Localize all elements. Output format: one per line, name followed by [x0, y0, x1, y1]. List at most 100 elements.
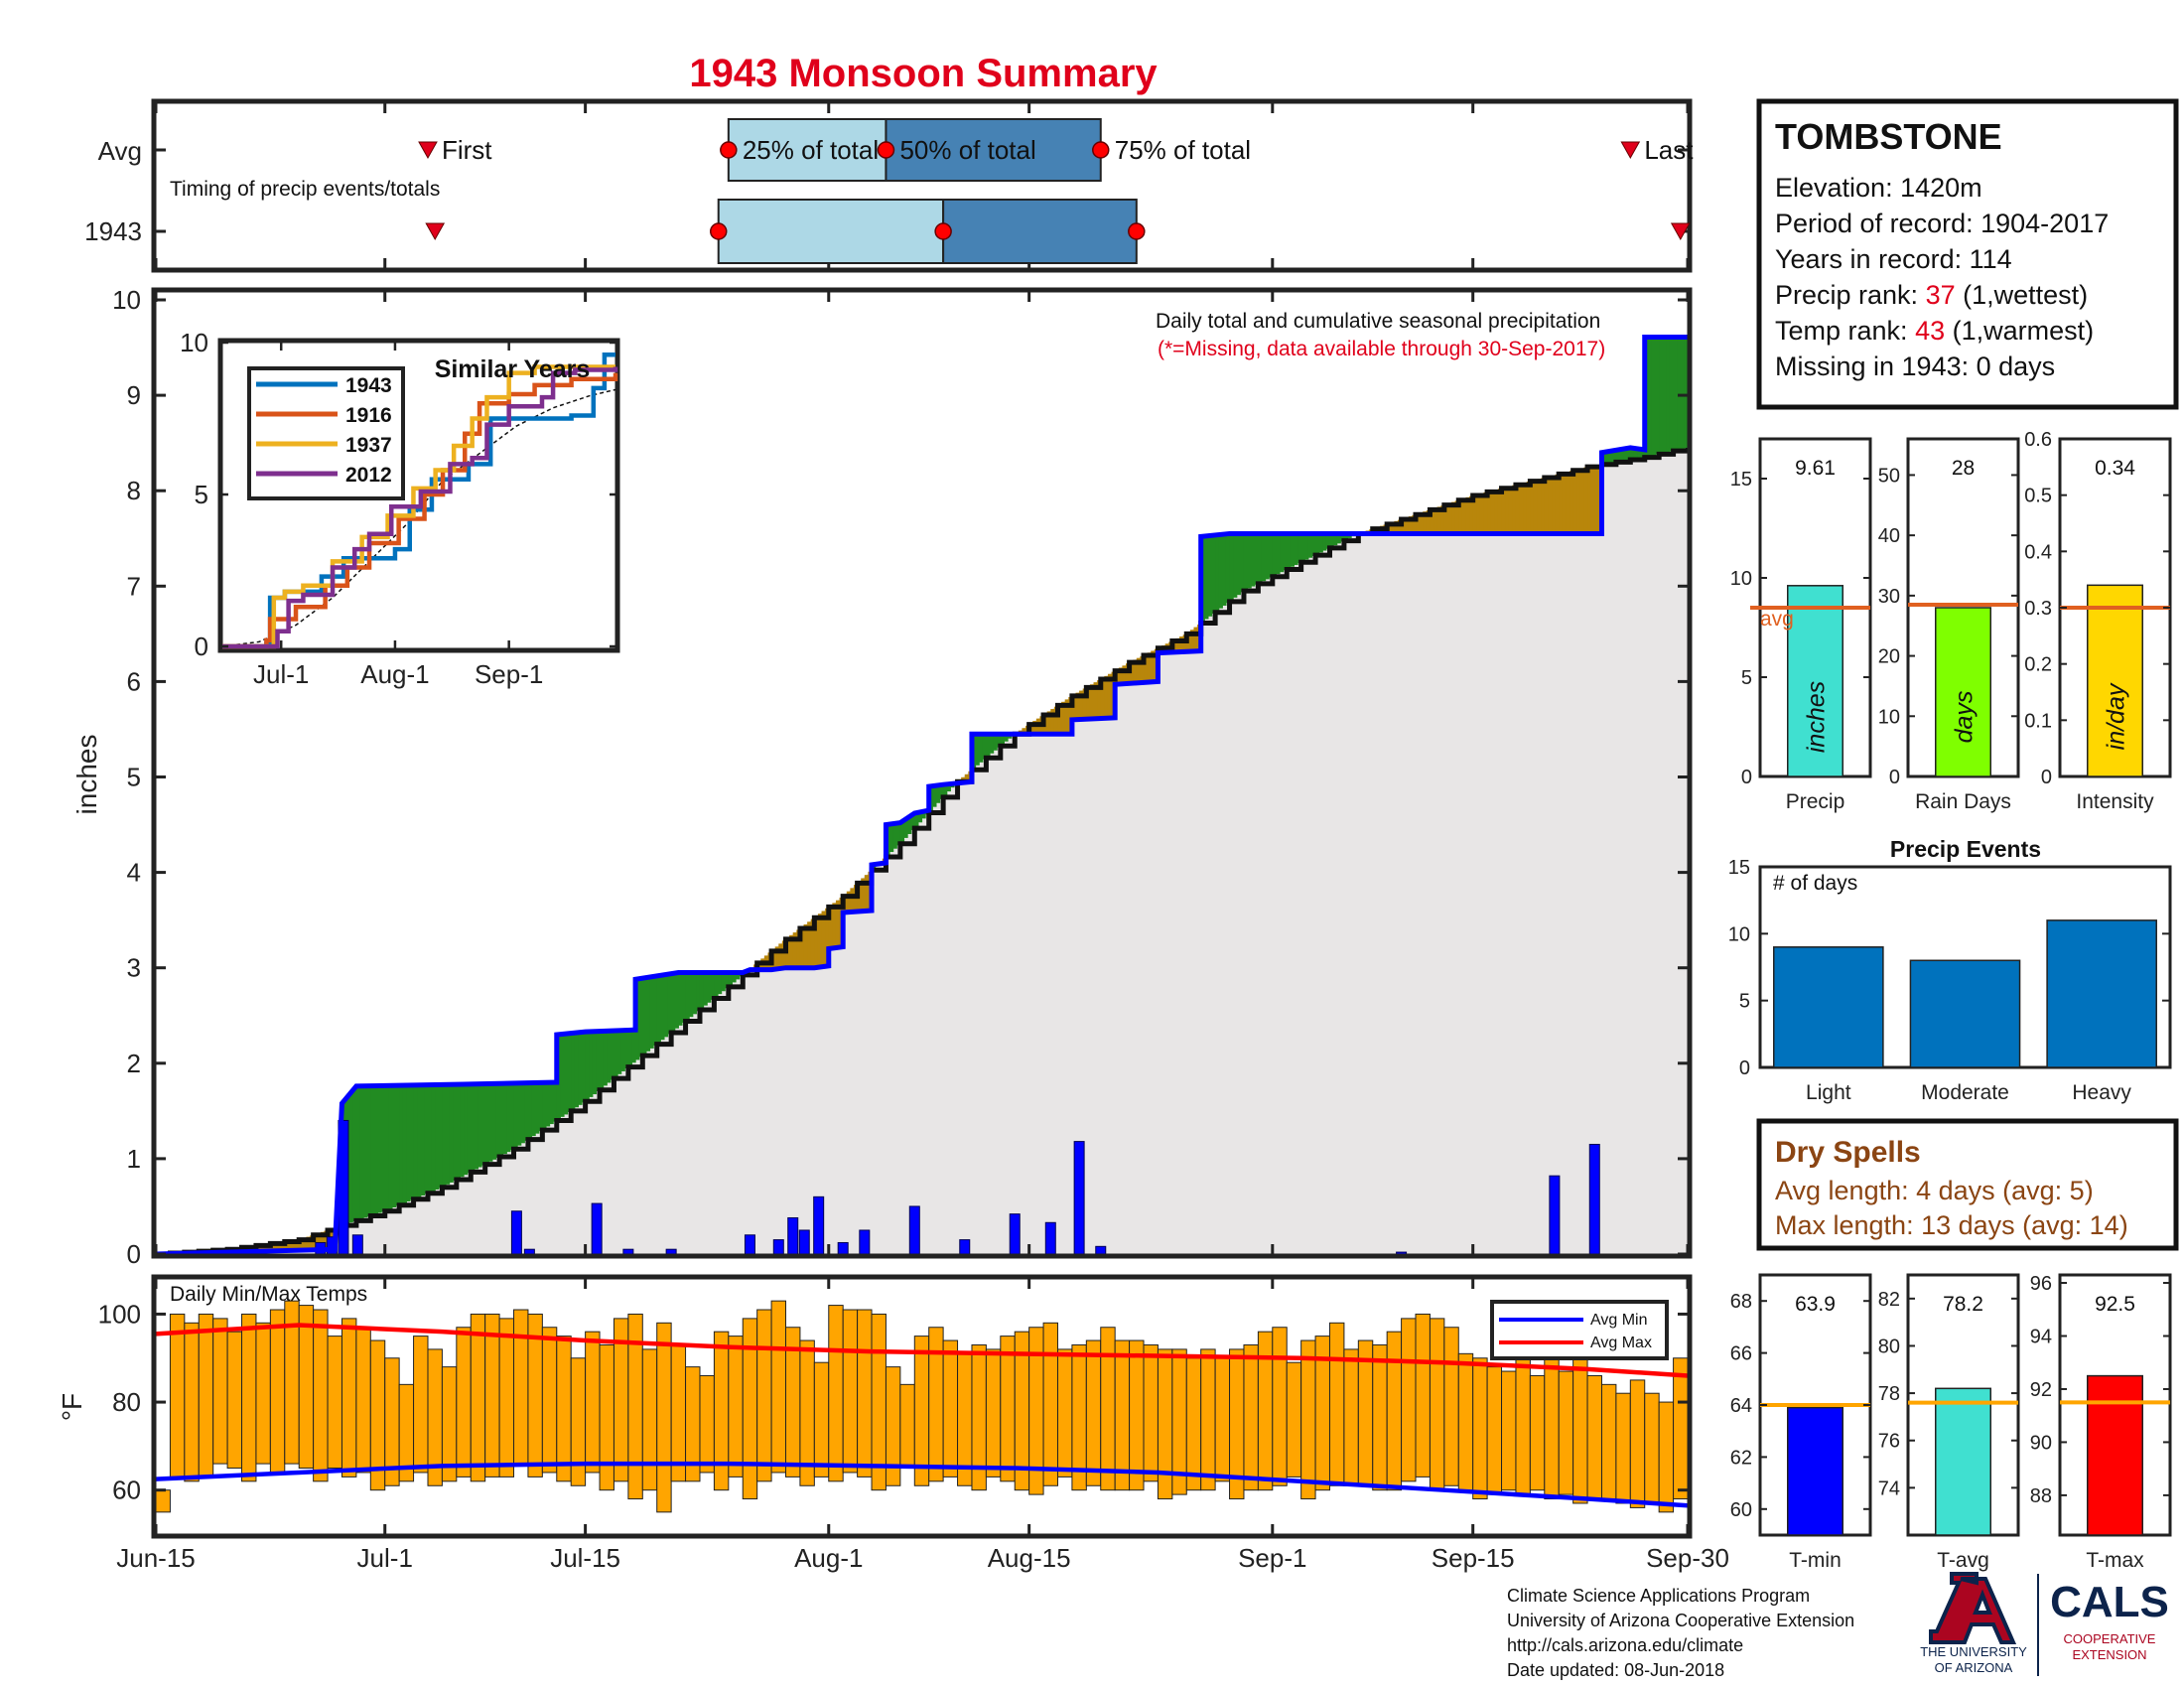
legend-label-1943: 1943 — [345, 374, 392, 397]
daily-temp-bar — [226, 1331, 243, 1470]
surplus-area — [1000, 734, 1006, 745]
daily-temp-bar — [1114, 1339, 1131, 1491]
deficit-area — [1497, 489, 1503, 534]
surplus-area — [1673, 337, 1678, 451]
deficit-area — [1472, 494, 1477, 534]
deficit-area — [1189, 630, 1195, 652]
timing-row-label-year: 1943 — [84, 216, 142, 246]
events-y-tick-label: 10 — [1728, 923, 1750, 945]
deficit-area — [799, 926, 805, 968]
surplus-area — [649, 976, 654, 1049]
surplus-area — [663, 974, 669, 1038]
surplus-area — [377, 1085, 382, 1213]
surplus-area — [427, 1084, 433, 1193]
surplus-area — [892, 823, 897, 849]
y-tick-label: 8 — [127, 476, 141, 505]
deficit-area — [861, 878, 866, 912]
surplus-area — [982, 734, 987, 760]
deficit-area — [1133, 659, 1138, 683]
small-y-tick-label: 66 — [1730, 1343, 1752, 1365]
surplus-area — [495, 1083, 500, 1158]
surplus-area — [1641, 449, 1646, 458]
surplus-area — [631, 1030, 636, 1063]
daily-temp-bar — [1457, 1352, 1474, 1491]
event-category-label: Moderate — [1921, 1081, 2009, 1104]
surplus-area — [1329, 533, 1334, 547]
temp-rank-value: 43 — [1915, 316, 1945, 346]
surplus-area — [582, 1032, 587, 1103]
cals-sub-1: COOPERATIVE — [2064, 1631, 2156, 1646]
surplus-area — [600, 1031, 605, 1089]
deficit-area — [796, 929, 801, 968]
deficit-area — [1555, 474, 1560, 534]
deficit-area — [1430, 508, 1434, 534]
daily-precip-bar — [1009, 1213, 1021, 1255]
y-tick-label: 5 — [127, 763, 141, 792]
deficit-area — [1566, 472, 1570, 534]
surplus-area — [899, 821, 905, 842]
daily-temp-bar — [184, 1322, 200, 1482]
deficit-area — [1426, 510, 1432, 534]
deficit-area — [1458, 499, 1463, 534]
surplus-area — [399, 1085, 404, 1204]
surplus-area — [917, 811, 923, 823]
timing-marker-p50 — [877, 141, 895, 159]
small-y-tick-label: 96 — [2030, 1273, 2052, 1295]
surplus-area — [1684, 337, 1689, 449]
summary-value: 0.34 — [2095, 457, 2135, 480]
y-tick-label: 7 — [127, 571, 141, 601]
timing-marker-p25 — [709, 222, 728, 240]
daily-temp-bar — [498, 1318, 515, 1477]
daily-precip-bar — [1588, 1143, 1600, 1255]
deficit-area — [281, 1241, 286, 1251]
events-note: # of days — [1773, 872, 1857, 895]
dry-spells-title: Dry Spells — [1775, 1136, 1921, 1169]
surplus-area — [1225, 533, 1231, 604]
small-y-tick-label: 0.3 — [2024, 598, 2052, 620]
daily-temp-bar — [1200, 1348, 1216, 1491]
surplus-area — [363, 1085, 368, 1218]
surplus-area — [596, 1031, 601, 1092]
precip-rank-value: 37 — [1926, 280, 1956, 310]
deficit-area — [1064, 699, 1069, 735]
daily-temp-bar — [1558, 1370, 1574, 1495]
surplus-area — [453, 1084, 458, 1182]
deficit-area — [817, 914, 823, 967]
legend-avg-min: Avg Min — [1590, 1312, 1648, 1329]
deficit-area — [295, 1239, 300, 1251]
small-y-tick-label: 5 — [1741, 667, 1752, 689]
surplus-area — [656, 975, 661, 1044]
deficit-area — [1447, 502, 1452, 534]
surplus-area — [1648, 337, 1653, 457]
surplus-area — [617, 1030, 622, 1074]
precip-rank-label: Precip rank: — [1775, 280, 1926, 310]
footer-date: Date updated: 08-Jun-2018 — [1507, 1660, 1724, 1680]
deficit-area — [1053, 706, 1059, 735]
deficit-area — [1465, 496, 1470, 534]
small-y-tick-label: 80 — [1878, 1336, 1900, 1357]
deficit-area — [1476, 493, 1481, 534]
surplus-area — [624, 1030, 629, 1069]
surplus-area — [1215, 534, 1220, 612]
deficit-area — [789, 934, 794, 968]
daily-precip-bar — [591, 1202, 603, 1255]
legend-label-1916: 1916 — [345, 404, 392, 427]
daily-precip-bar — [744, 1234, 755, 1255]
summary-label: Intensity — [2076, 790, 2154, 813]
event-bar — [1909, 959, 2021, 1068]
deficit-area — [1587, 466, 1592, 534]
inset-x-tick-label: Sep-1 — [475, 659, 543, 689]
daily-precip-bar — [510, 1210, 522, 1255]
timing-row-label-avg: Avg — [98, 136, 142, 166]
deficit-area — [1501, 488, 1506, 534]
deficit-area — [320, 1231, 326, 1250]
surplus-area — [1659, 337, 1664, 454]
cals-wordmark: CALS — [2050, 1578, 2169, 1626]
surplus-area — [674, 972, 679, 1029]
surplus-area — [1322, 533, 1327, 551]
daily-temp-bar — [1515, 1357, 1531, 1495]
small-y-tick-label: 88 — [2030, 1485, 2052, 1507]
main-ylabel: inches — [71, 735, 102, 815]
event-bar — [1773, 946, 1884, 1068]
average-cumulative-line — [156, 447, 1691, 1257]
